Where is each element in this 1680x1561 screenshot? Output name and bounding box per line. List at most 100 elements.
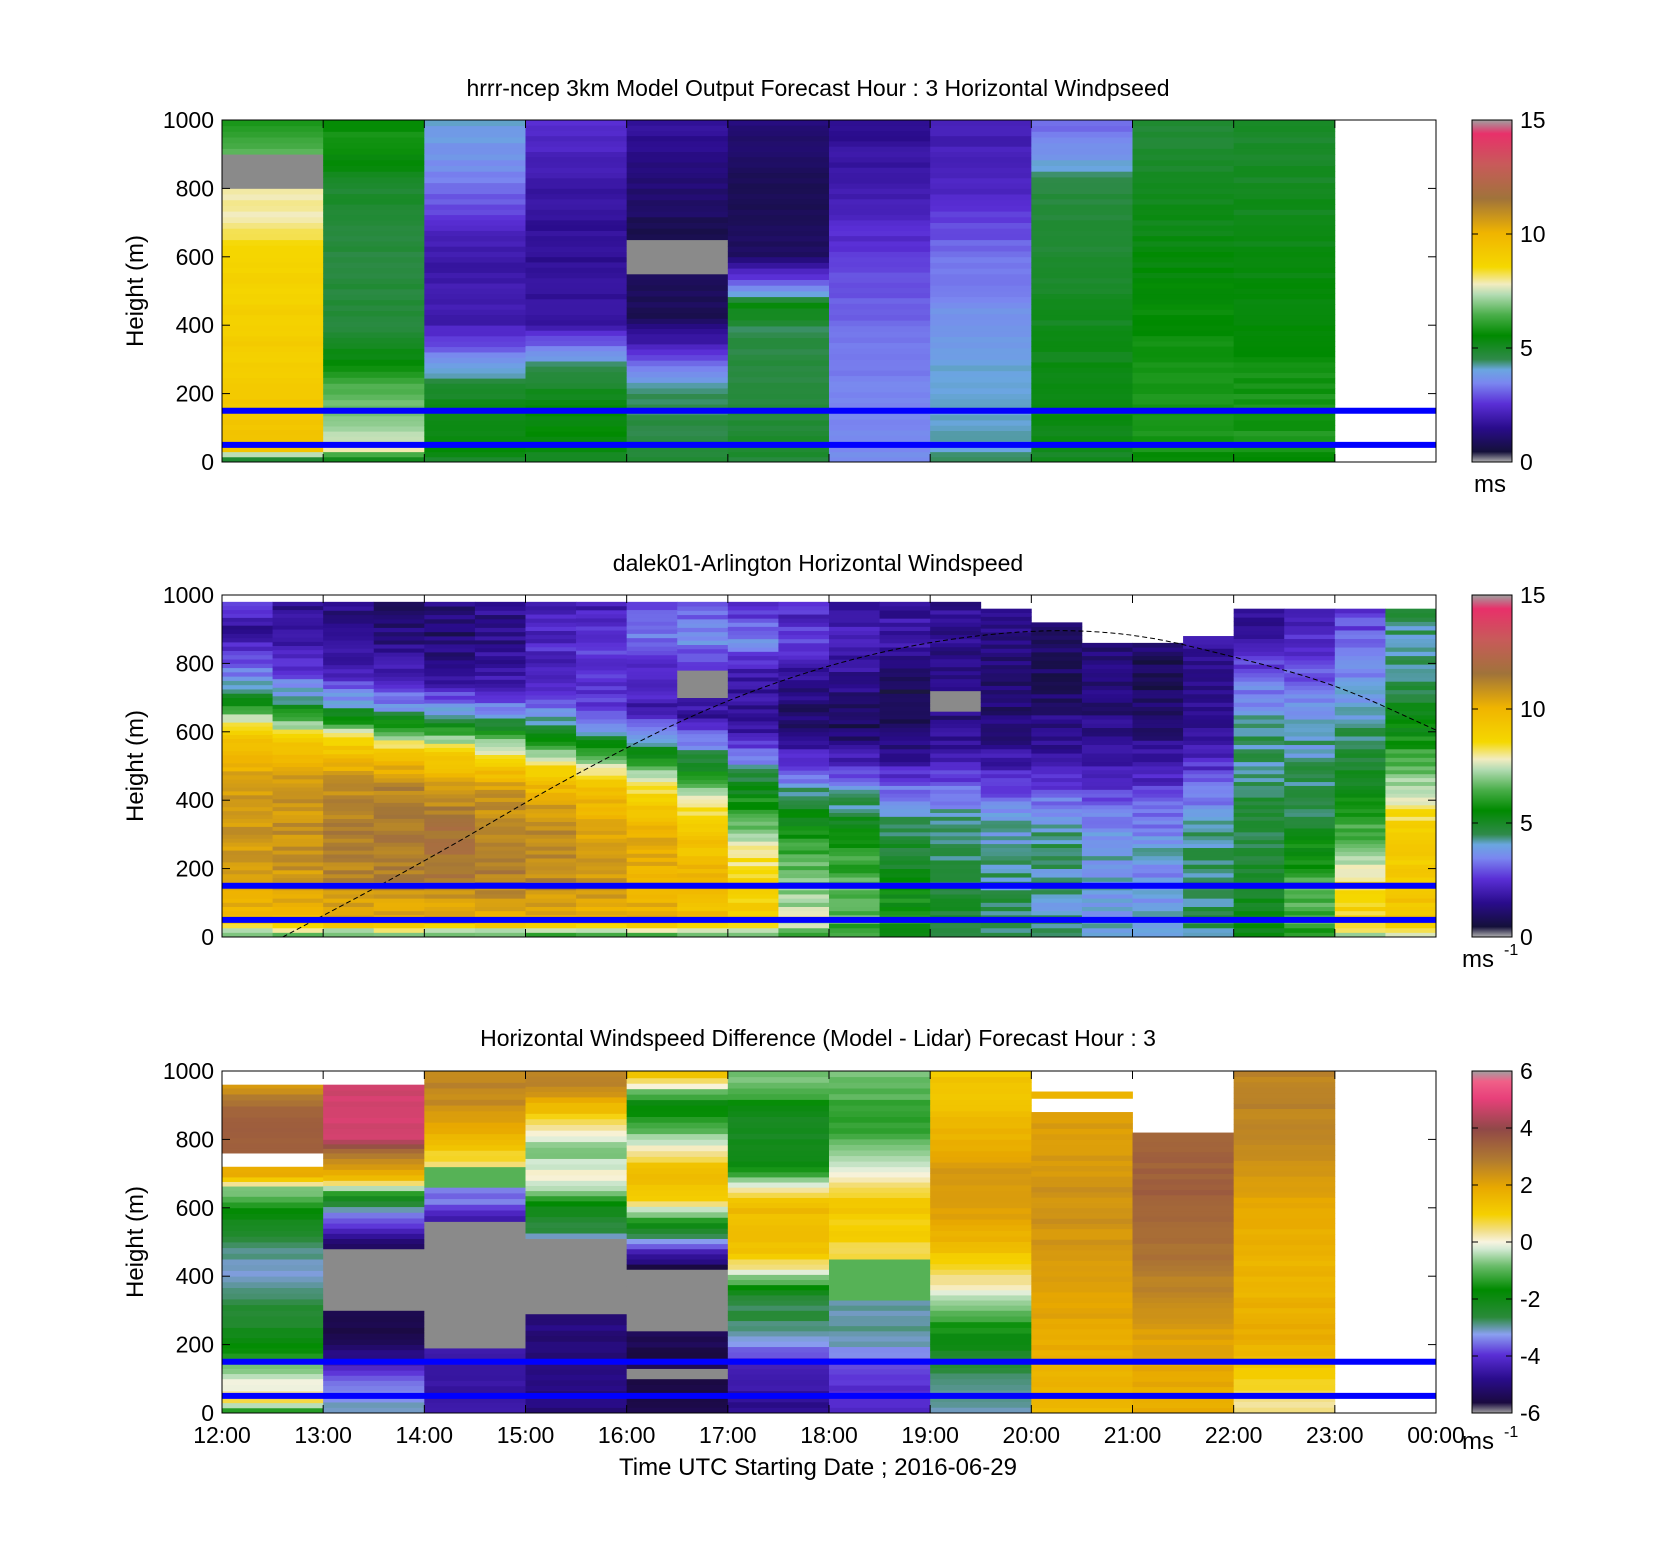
heatmap-cell (677, 745, 729, 751)
heatmap-cell (980, 894, 1032, 899)
heatmap-cell (525, 1130, 628, 1137)
heatmap-cell (879, 663, 931, 669)
heatmap-cell (222, 1142, 324, 1149)
heatmap-cell (424, 267, 526, 273)
heatmap-cell (424, 1139, 526, 1146)
heatmap-cell (424, 388, 526, 394)
heatmap-cell (930, 239, 1032, 246)
heatmap-cell (1385, 655, 1437, 661)
reference-lines (222, 882, 1436, 923)
heatmap-cell (222, 211, 324, 218)
heatmap-cell (576, 601, 628, 607)
heatmap-cell (778, 774, 830, 780)
heatmap-cell (1031, 820, 1083, 825)
heatmap-cell (525, 183, 628, 189)
heatmap-cell (424, 610, 476, 616)
heatmap-cell (323, 241, 425, 247)
heatmap-cell (323, 1106, 425, 1113)
heatmap-cell (424, 420, 526, 426)
heatmap-cell (1233, 1192, 1336, 1198)
heatmap-cell (576, 894, 628, 899)
heatmap-cell (424, 1331, 526, 1338)
heatmap-cell (1334, 608, 1386, 614)
heatmap-cell (626, 382, 729, 389)
heatmap-cell (525, 682, 577, 688)
heatmap-cell (1031, 630, 1083, 636)
heatmap-cell (576, 775, 628, 780)
heatmap-cell (879, 757, 931, 763)
heatmap-cell (1385, 808, 1437, 813)
heatmap-cell (222, 667, 273, 673)
heatmap-cell (677, 725, 729, 731)
heatmap-cell (1081, 820, 1133, 825)
heatmap-cell (525, 1211, 628, 1218)
heatmap-cell (1233, 630, 1285, 635)
heatmap-cell (323, 456, 425, 463)
heatmap-cell (1183, 898, 1235, 903)
heatmap-cell (980, 702, 1032, 707)
heatmap-cell (1233, 1265, 1336, 1272)
heatmap-cell (424, 1315, 526, 1321)
heatmap-cell (525, 808, 577, 814)
heatmap-cell (222, 705, 273, 711)
heatmap-cell (626, 216, 729, 223)
heatmap-cell (1031, 1339, 1133, 1345)
heatmap-cell (879, 872, 931, 878)
heatmap-cell (879, 831, 931, 837)
heatmap-cell (930, 1407, 1032, 1414)
heatmap-cell (1132, 789, 1184, 794)
heatmap-cell (727, 235, 830, 242)
heatmap-cell (930, 618, 982, 623)
heatmap-cell (373, 676, 425, 681)
heatmap-cell (626, 1088, 729, 1095)
heatmap-cell (930, 172, 1032, 179)
heatmap-cell (222, 159, 324, 166)
heatmap-cell (727, 1192, 830, 1198)
heatmap-cell (930, 923, 982, 929)
heatmap-cell (222, 245, 324, 252)
heatmap-cell (1385, 736, 1437, 741)
heatmap-cell (576, 718, 628, 724)
heatmap-cell (1031, 1117, 1133, 1124)
heatmap-cell (272, 758, 324, 763)
heatmap-cell (222, 414, 324, 420)
heatmap-cell (1284, 766, 1336, 771)
heatmap-cell (930, 1361, 1032, 1368)
heatmap-cell (1233, 1149, 1336, 1156)
heatmap-cell (373, 794, 425, 799)
heatmap-cell (474, 762, 526, 767)
heatmap-cell (626, 1116, 729, 1123)
heatmap-cell (525, 267, 628, 273)
heatmap-cell (930, 365, 1032, 372)
heatmap-cell (829, 342, 931, 349)
x-tick-label: 22:00 (1205, 1422, 1263, 1448)
heatmap-cell (424, 373, 526, 379)
heatmap-cell (323, 850, 375, 855)
heatmap-cell (930, 398, 1032, 405)
heatmap-cell (373, 889, 425, 895)
heatmap-cell (1233, 1113, 1336, 1120)
heatmap-cell (1132, 165, 1235, 172)
heatmap-cell (1385, 731, 1437, 737)
heatmap-cell (829, 1401, 931, 1408)
heatmap-cell (1233, 165, 1336, 172)
heatmap-cell (930, 898, 982, 903)
heatmap-cell (1334, 898, 1386, 903)
heatmap-cell (1233, 824, 1285, 829)
heatmap-cell (1334, 906, 1386, 912)
heatmap-cell (576, 838, 628, 843)
heatmap-cell (1031, 193, 1133, 200)
heatmap-cell (1233, 1328, 1336, 1335)
heatmap-cell (727, 371, 830, 378)
heatmap-cell (829, 1171, 931, 1178)
heatmap-cell (1132, 727, 1184, 733)
heatmap-cell (1334, 612, 1386, 618)
heatmap-cell (222, 125, 324, 132)
heatmap-cell (778, 825, 830, 831)
heatmap-cell (626, 1139, 729, 1146)
heatmap-cell (424, 378, 526, 384)
heatmap-cell (1233, 1367, 1336, 1374)
heatmap-cell (980, 797, 1032, 802)
heatmap-cell (222, 398, 324, 405)
heatmap-cell (576, 697, 628, 703)
